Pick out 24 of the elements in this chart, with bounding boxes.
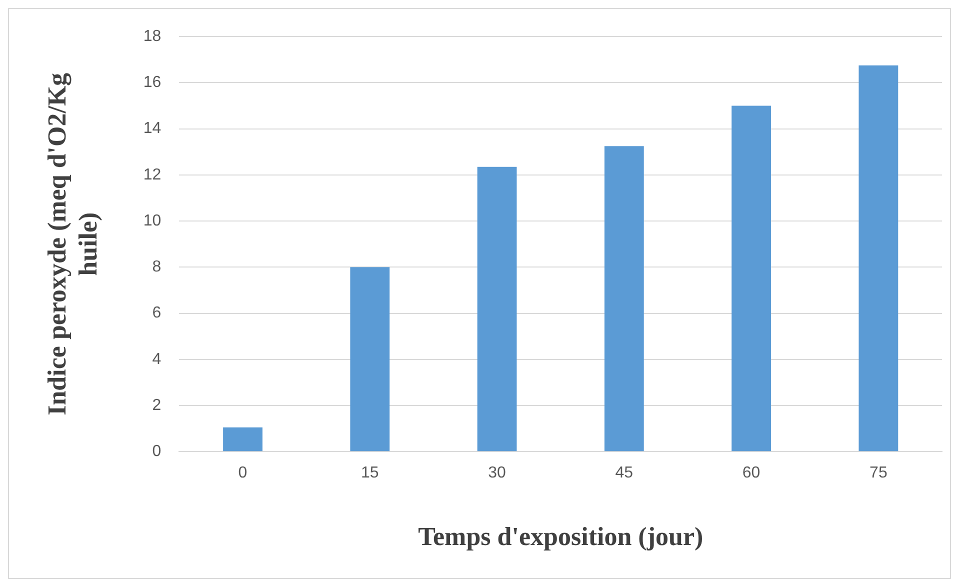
bar <box>477 166 517 452</box>
y-tick-label: 6 <box>152 304 162 322</box>
y-axis-title: Indice peroxyde (meq d'O2/Kg huile) <box>42 72 103 416</box>
x-tick-label: 15 <box>361 464 379 482</box>
y-tick-label: 14 <box>143 120 162 138</box>
y-tick-label: 12 <box>143 166 162 184</box>
y-tick-label: 18 <box>143 28 162 46</box>
y-tick-label: 10 <box>143 212 162 230</box>
bar <box>350 267 390 452</box>
y-tick-label: 2 <box>152 396 162 414</box>
x-tick-label: 0 <box>238 464 248 482</box>
x-axis-title: Temps d'exposition (jour) <box>418 522 704 552</box>
bar <box>732 106 772 452</box>
y-tick-label: 8 <box>152 258 162 276</box>
x-tick-label: 60 <box>742 464 760 482</box>
y-tick-label: 4 <box>152 350 162 368</box>
y-tick-label: 16 <box>143 74 162 92</box>
x-tick-label: 75 <box>870 464 888 482</box>
bar <box>858 65 898 452</box>
y-tick-label: 0 <box>152 443 162 460</box>
bar <box>604 146 644 452</box>
bar <box>223 427 262 452</box>
x-tick-label: 45 <box>615 464 634 482</box>
x-tick-label: 30 <box>488 464 506 482</box>
